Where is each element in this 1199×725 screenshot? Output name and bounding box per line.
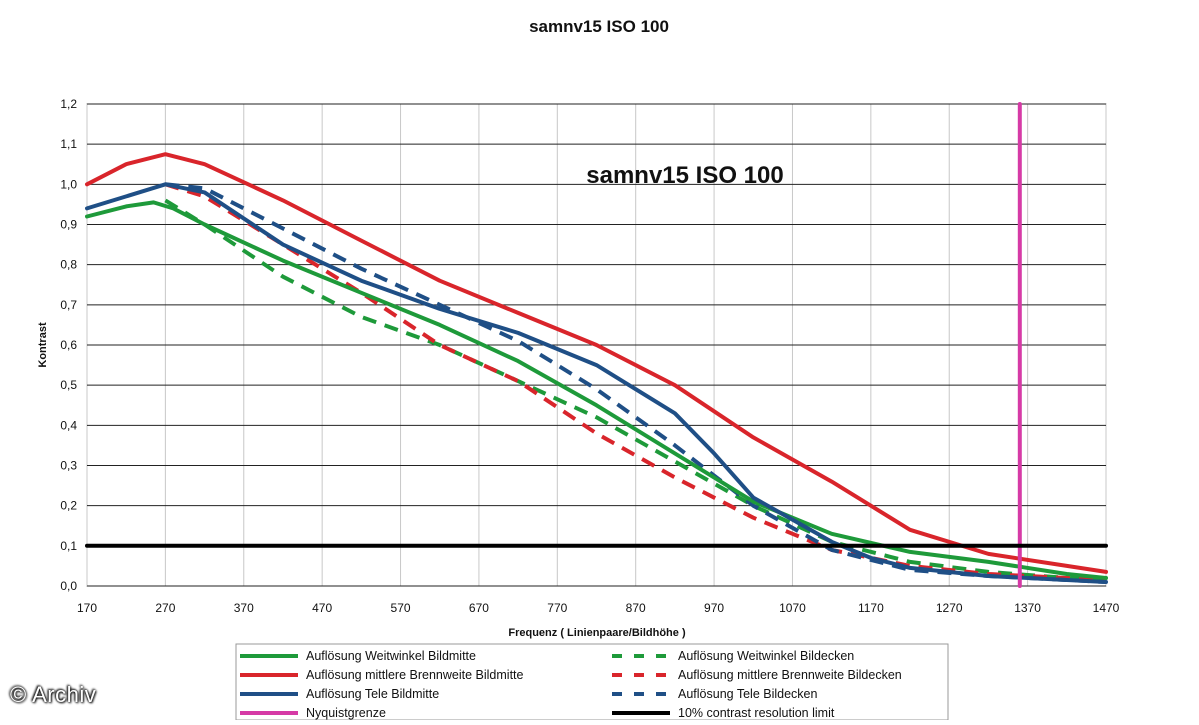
legend-entry-label: Auflösung Tele Bildecken [678,687,817,701]
series-line-aufl-sung-tele-bildmitte [85,182,1108,584]
y-axis-label: Kontrast [37,322,49,368]
series-line-aufl-sung-mittlere-brennweite-bildmitte [85,152,1108,574]
x-tick-label: 1070 [779,601,806,615]
legend-entry-label: Auflösung Weitwinkel Bildmitte [306,649,476,663]
legend: Auflösung Weitwinkel Bildmitte Auflösung … [235,643,949,721]
series-line-aufl-sung-mittlere-brennweite-bildecken [164,182,1107,582]
chart-inner-title: samnv15 ISO 100 [586,162,783,189]
legend-entry-label: 10% contrast resolution limit [678,706,835,720]
x-tick-label: 270 [155,601,175,615]
x-tick-label: 170 [77,601,97,615]
legend-entry-label: Auflösung Weitwinkel Bildecken [678,649,854,663]
y-tick-label: 0,4 [60,418,77,432]
legend-entry-label: Nyquistgrenze [306,706,386,720]
y-tick-label: 0,0 [60,579,77,593]
y-tick-label: 1,2 [60,97,77,111]
x-tick-label: 1470 [1093,601,1120,615]
x-tick-label: 370 [234,601,254,615]
x-tick-label: 1270 [936,601,963,615]
chart-title: samnv15 ISO 100 [529,17,669,36]
series-line-aufl-sung-weitwinkel-bildecken [164,198,1107,582]
x-tick-label: 1370 [1014,601,1041,615]
watermark-text: © Archiv [10,682,97,707]
series-group [85,102,1108,588]
y-tick-label: 1,0 [60,177,77,191]
x-tick-label: 1170 [858,601,884,615]
y-tick-label: 0,5 [60,378,77,392]
x-tick-label: 470 [312,601,332,615]
legend-entry-label: Auflösung mittlere Brennweite Bildmitte [306,668,524,682]
y-tick-label: 1,1 [60,137,77,151]
y-tick-label: 0,3 [60,459,77,473]
x-tick-label: 870 [626,601,646,615]
legend-entry-label: Auflösung Tele Bildmitte [306,687,439,701]
series-line-aufl-sung-weitwinkel-bildmitte [85,200,1108,580]
x-axis-label: Frequenz ( Linienpaare/Bildhöhe ) [508,627,686,639]
x-tick-label: 670 [469,601,489,615]
y-tick-label: 0,8 [60,258,77,272]
y-tick-label: 0,1 [60,539,77,553]
legend-box [235,643,949,721]
y-tick-label: 0,9 [60,218,77,232]
x-tick-label: 770 [547,601,567,615]
x-tick-label: 570 [391,601,411,615]
y-tick-label: 0,6 [60,338,77,352]
series-line-aufl-sung-tele-bildecken [165,182,1107,584]
plot-area: 170 270 370 470 570 670 770 870 970 1070 1170 1270 1… [60,97,1119,615]
y-tick-label: 0,2 [60,499,77,513]
x-tick-label: 970 [704,601,724,615]
legend-entry-label: Auflösung mittlere Brennweite Bildecken [678,668,902,682]
y-tick-label: 0,7 [60,298,77,312]
